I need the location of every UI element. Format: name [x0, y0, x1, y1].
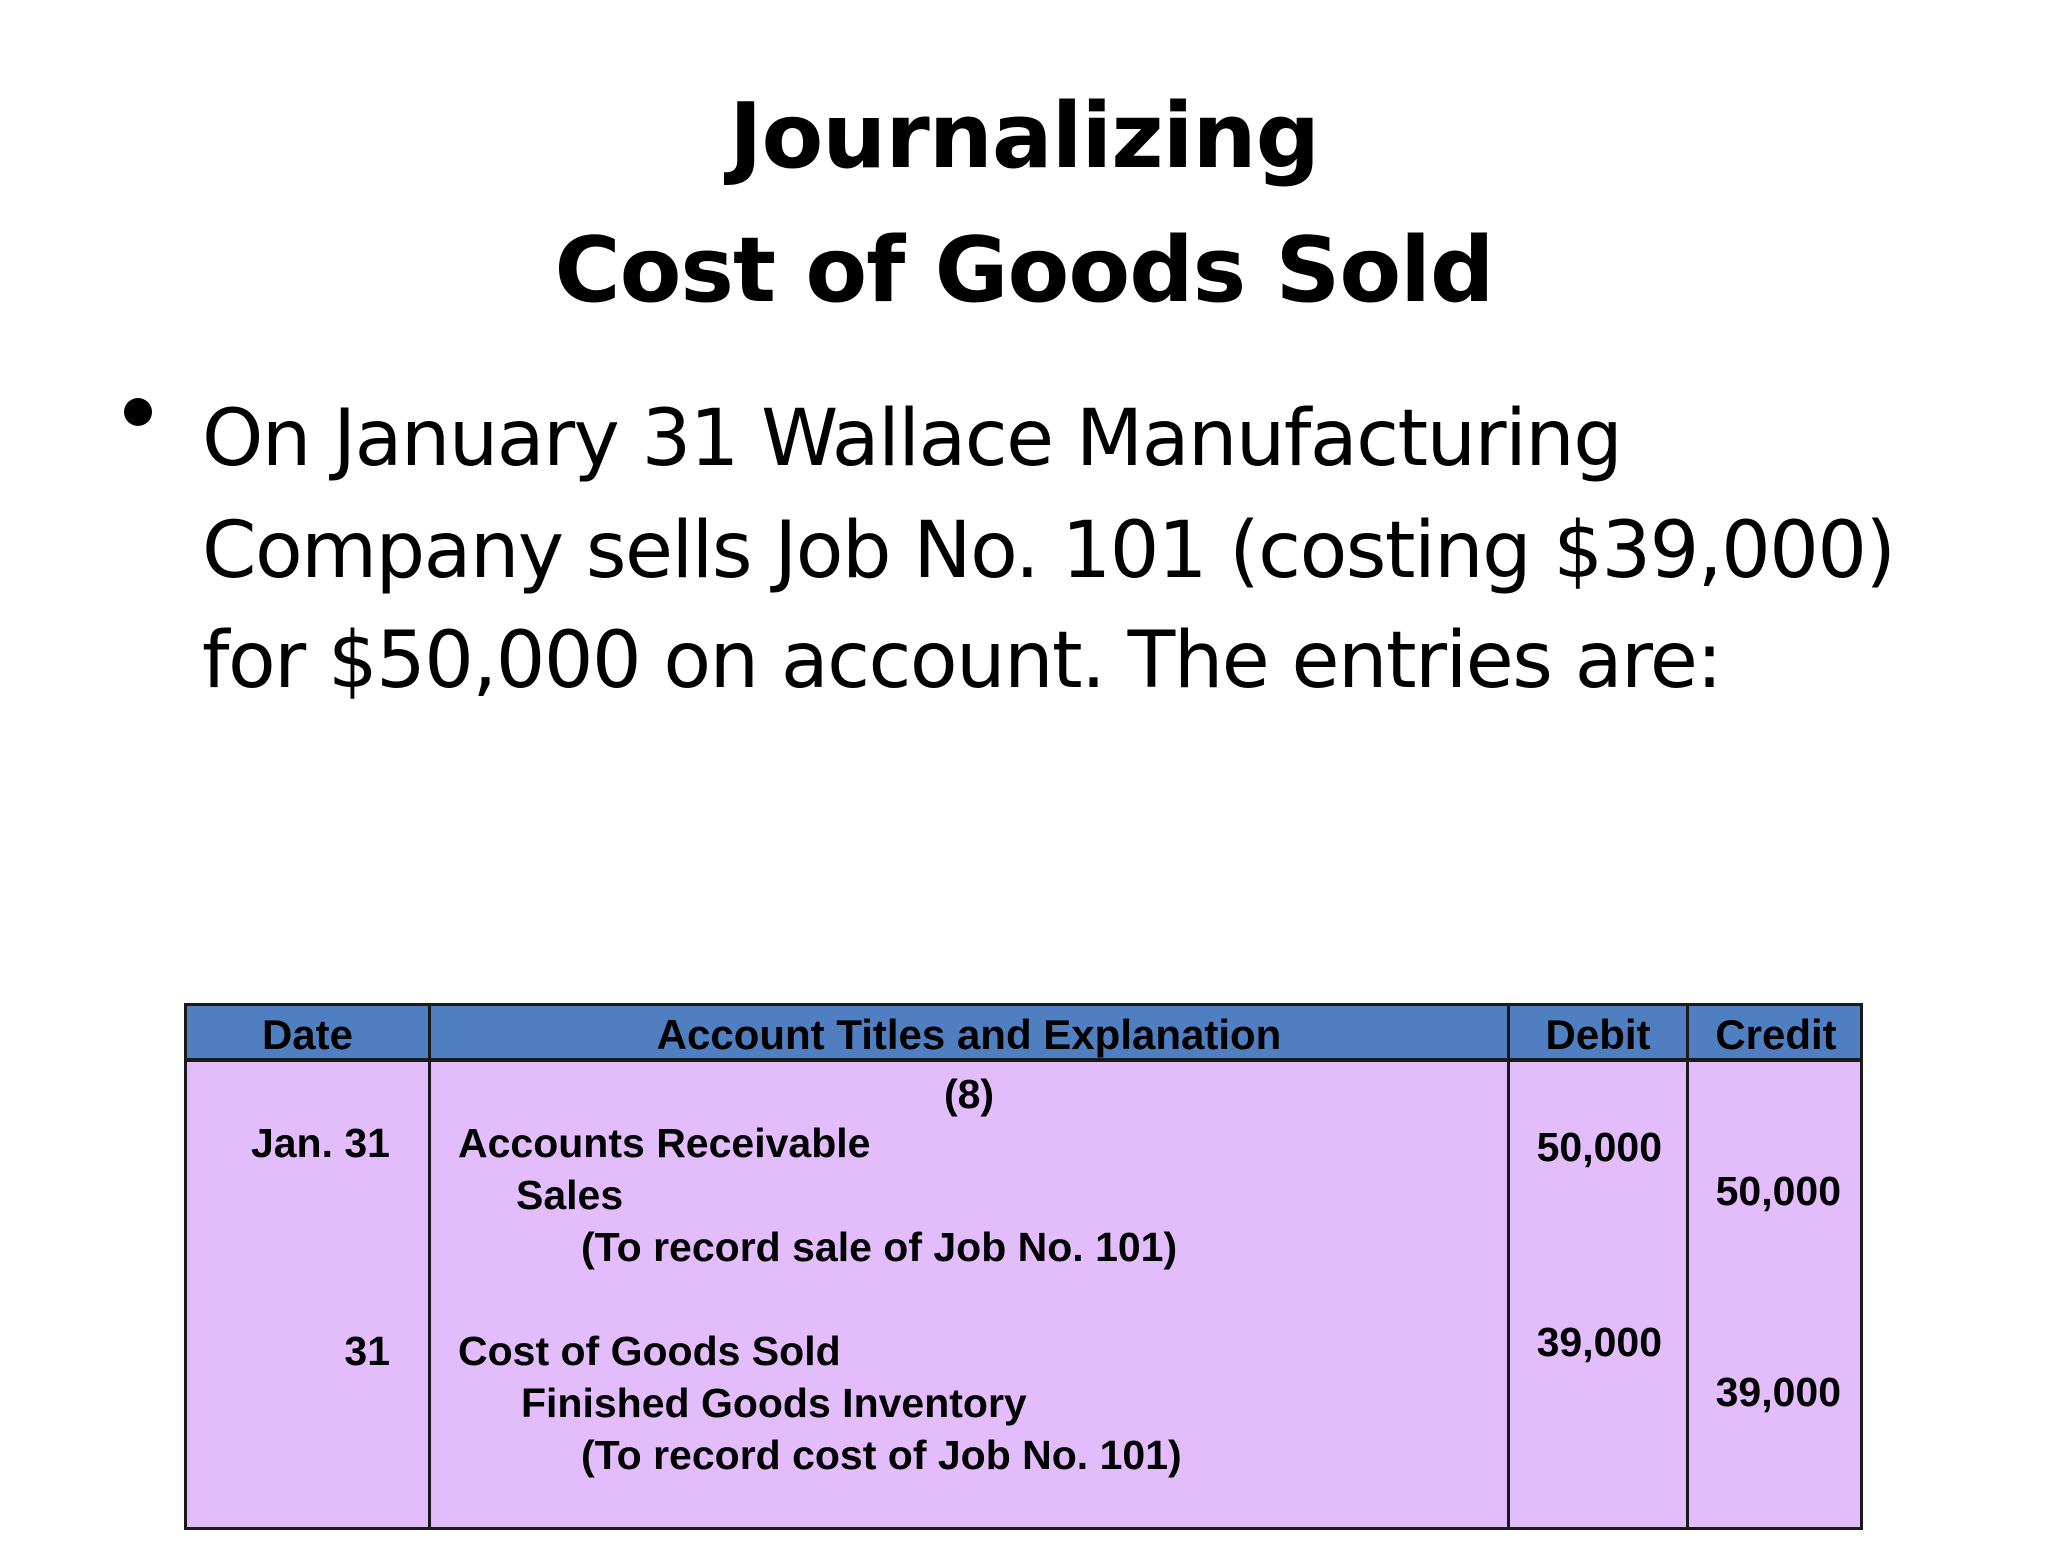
bullet-text-line: Company sells Job No. 101 (costing $39,0…	[202, 506, 1896, 596]
debit-amount: 39,000	[1536, 1319, 1662, 1365]
header-debit: Debit	[1545, 1011, 1651, 1058]
credit-account: Finished Goods Inventory	[521, 1380, 1027, 1426]
bullet-icon	[124, 398, 152, 426]
debit-amount: 50,000	[1536, 1124, 1662, 1170]
slide-title-line-2: Cost of Goods Sold	[554, 218, 1495, 323]
slide-title-line-1: Journalizing	[728, 84, 1320, 189]
header-account-titles: Account Titles and Explanation	[656, 1011, 1282, 1058]
header-credit: Credit	[1715, 1011, 1837, 1058]
bullet-text-line: On January 31 Wallace Manufacturing	[202, 394, 1623, 484]
credit-amount: 39,000	[1715, 1369, 1841, 1415]
credit-account: Sales	[516, 1172, 624, 1218]
entry-explanation: (To record cost of Job No. 101)	[581, 1432, 1182, 1478]
column-divider	[428, 1006, 431, 1527]
credit-amount: 50,000	[1715, 1168, 1841, 1214]
entry-date: 31	[344, 1328, 390, 1374]
column-divider	[1507, 1006, 1510, 1527]
entry-explanation: (To record sale of Job No. 101)	[581, 1224, 1178, 1270]
header-date: Date	[261, 1011, 354, 1058]
debit-account: Cost of Goods Sold	[458, 1328, 841, 1374]
debit-account: Accounts Receivable	[458, 1120, 871, 1166]
entry-number: (8)	[943, 1071, 995, 1117]
column-divider	[1686, 1006, 1689, 1527]
bullet-text-line: for $50,000 on account. The entries are:	[202, 616, 1723, 706]
journal-entry-table: Date Account Titles and Explanation Debi…	[184, 1003, 1863, 1530]
entry-date: Jan. 31	[250, 1120, 390, 1166]
table-header-row	[187, 1006, 1860, 1062]
